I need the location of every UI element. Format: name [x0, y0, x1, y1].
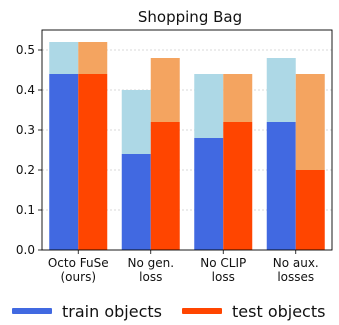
plot-frame [41, 29, 333, 251]
legend-item-test: test objects [182, 301, 325, 321]
chart-title: Shopping Bag [138, 8, 242, 26]
axes: 0.0 0.1 0.2 0.3 0.4 0.5 Octo FuSe (ours) No gen.… [16, 29, 333, 284]
bar-train [194, 138, 224, 250]
legend-swatch-test [182, 308, 222, 314]
x-tick-label: No CLIP loss [200, 256, 246, 284]
bar-chart: 0.0 0.1 0.2 0.3 0.4 0.5 Octo FuSe (ours) No gen.… [16, 8, 333, 284]
bar-test-upper [78, 42, 108, 74]
bar-train [266, 122, 296, 250]
x-tick-label: No gen. loss [127, 256, 174, 284]
bar-train-upper [266, 58, 296, 122]
bar-train-upper [49, 42, 79, 74]
bars [49, 42, 325, 250]
x-tick-label: Octo FuSe (ours) [48, 256, 109, 284]
bar-train-upper [194, 74, 224, 138]
bar-test [223, 122, 253, 250]
bar-test [295, 170, 325, 250]
bar-test [150, 122, 180, 250]
y-tick-label: 0.2 [16, 163, 35, 177]
y-tick-label: 0.1 [16, 203, 35, 217]
y-tick-label: 0.5 [16, 43, 35, 57]
bar-test-upper [223, 74, 253, 122]
bar-train [121, 154, 151, 250]
bar-train [49, 74, 79, 250]
legend-item-train: train objects [12, 301, 162, 321]
y-tick-label: 0.4 [16, 83, 35, 97]
legend-label-test: test objects [232, 301, 326, 321]
x-tick-label: No aux. losses [273, 256, 319, 284]
y-tick-label: 0.0 [16, 243, 35, 257]
bar-train-upper [121, 90, 151, 154]
y-tick-label: 0.3 [16, 123, 35, 137]
bar-test-upper [150, 58, 180, 122]
bar-test-upper [295, 74, 325, 170]
legend-swatch-train [12, 308, 52, 314]
bar-test [78, 74, 108, 250]
legend: train objects test objects [0, 294, 339, 325]
legend-label-train: train objects [62, 301, 162, 321]
